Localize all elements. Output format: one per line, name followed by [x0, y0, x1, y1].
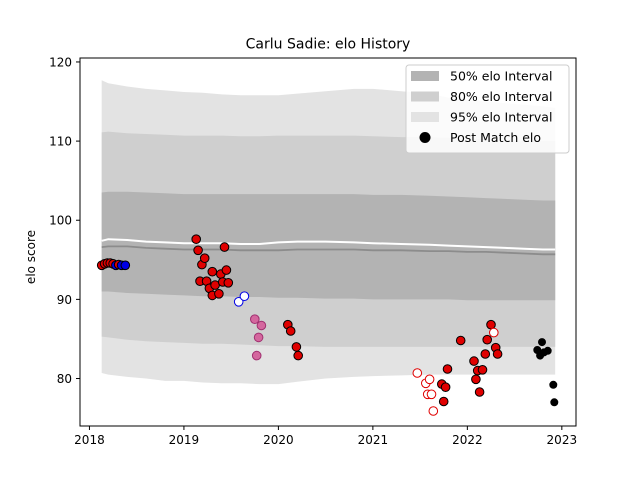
data-point	[291, 342, 302, 352]
x-tick-label: 2019	[169, 433, 200, 447]
mean-elo-line	[101, 238, 556, 251]
legend-swatch	[411, 112, 439, 122]
x-tick-label: 2021	[358, 433, 389, 447]
x-tick-label: 2022	[452, 433, 483, 447]
data-point	[442, 364, 453, 374]
data-point	[251, 350, 262, 361]
data-point	[549, 380, 558, 389]
legend-swatch	[411, 91, 439, 102]
data-point	[293, 350, 304, 361]
data-point	[221, 265, 232, 275]
legend: 50% elo Interval 80% elo Interval 95% elo …	[405, 64, 570, 154]
data-point	[550, 398, 559, 407]
legend-label: 95% elo Interval	[450, 110, 552, 125]
data-point	[474, 387, 485, 397]
data-point	[455, 335, 466, 346]
data-point	[250, 314, 260, 325]
band-50-interval	[101, 191, 556, 301]
data-point	[469, 356, 479, 366]
data-point	[482, 334, 493, 345]
legend-label: 80% elo Interval	[450, 89, 552, 104]
data-point	[471, 374, 481, 385]
data-point	[219, 242, 230, 252]
data-point	[223, 278, 234, 288]
y-tick-label: 100	[49, 214, 72, 228]
axes: 2018 2019 2020 2021 2022 2023 80 90 100 110 120	[49, 55, 577, 447]
data-point	[193, 245, 203, 256]
data-point	[233, 297, 244, 307]
data-point	[207, 266, 218, 277]
y-tick-label: 120	[49, 55, 72, 69]
chart-title: Carlu Sadie: elo History	[246, 37, 411, 53]
data-point	[489, 327, 499, 338]
y-tick-label: 110	[49, 135, 72, 149]
legend-marker	[419, 132, 431, 143]
data-point	[480, 349, 491, 359]
data-point	[239, 291, 250, 302]
data-point	[412, 368, 423, 378]
legend-label: 50% elo Interval	[450, 69, 552, 84]
data-point	[285, 326, 296, 336]
data-point	[492, 349, 503, 359]
x-tick-label: 2020	[263, 433, 294, 447]
legend-label: Post Match elo	[450, 130, 541, 145]
data-point	[538, 338, 546, 347]
data-point	[199, 253, 210, 264]
data-point	[253, 332, 264, 343]
plot-frame	[79, 57, 577, 427]
data-point	[256, 320, 267, 331]
data-point	[543, 346, 552, 355]
data-point	[191, 234, 201, 244]
data-point	[214, 289, 224, 299]
y-tick-label: 90	[57, 293, 72, 307]
x-tick-label: 2023	[547, 433, 578, 447]
data-point	[486, 319, 496, 330]
y-axis-label: elo score	[24, 230, 38, 284]
y-tick-label: 80	[57, 372, 72, 386]
data-point	[438, 396, 449, 407]
median-elo-line	[101, 245, 556, 256]
data-point	[477, 365, 488, 375]
legend-box	[405, 64, 570, 154]
data-point	[120, 260, 131, 271]
plot-area	[96, 80, 559, 416]
x-tick-label: 2018	[74, 433, 105, 447]
data-point	[440, 382, 451, 393]
data-point	[424, 374, 435, 385]
data-point	[426, 389, 437, 400]
data-point	[428, 406, 439, 416]
legend-swatch	[411, 71, 439, 81]
